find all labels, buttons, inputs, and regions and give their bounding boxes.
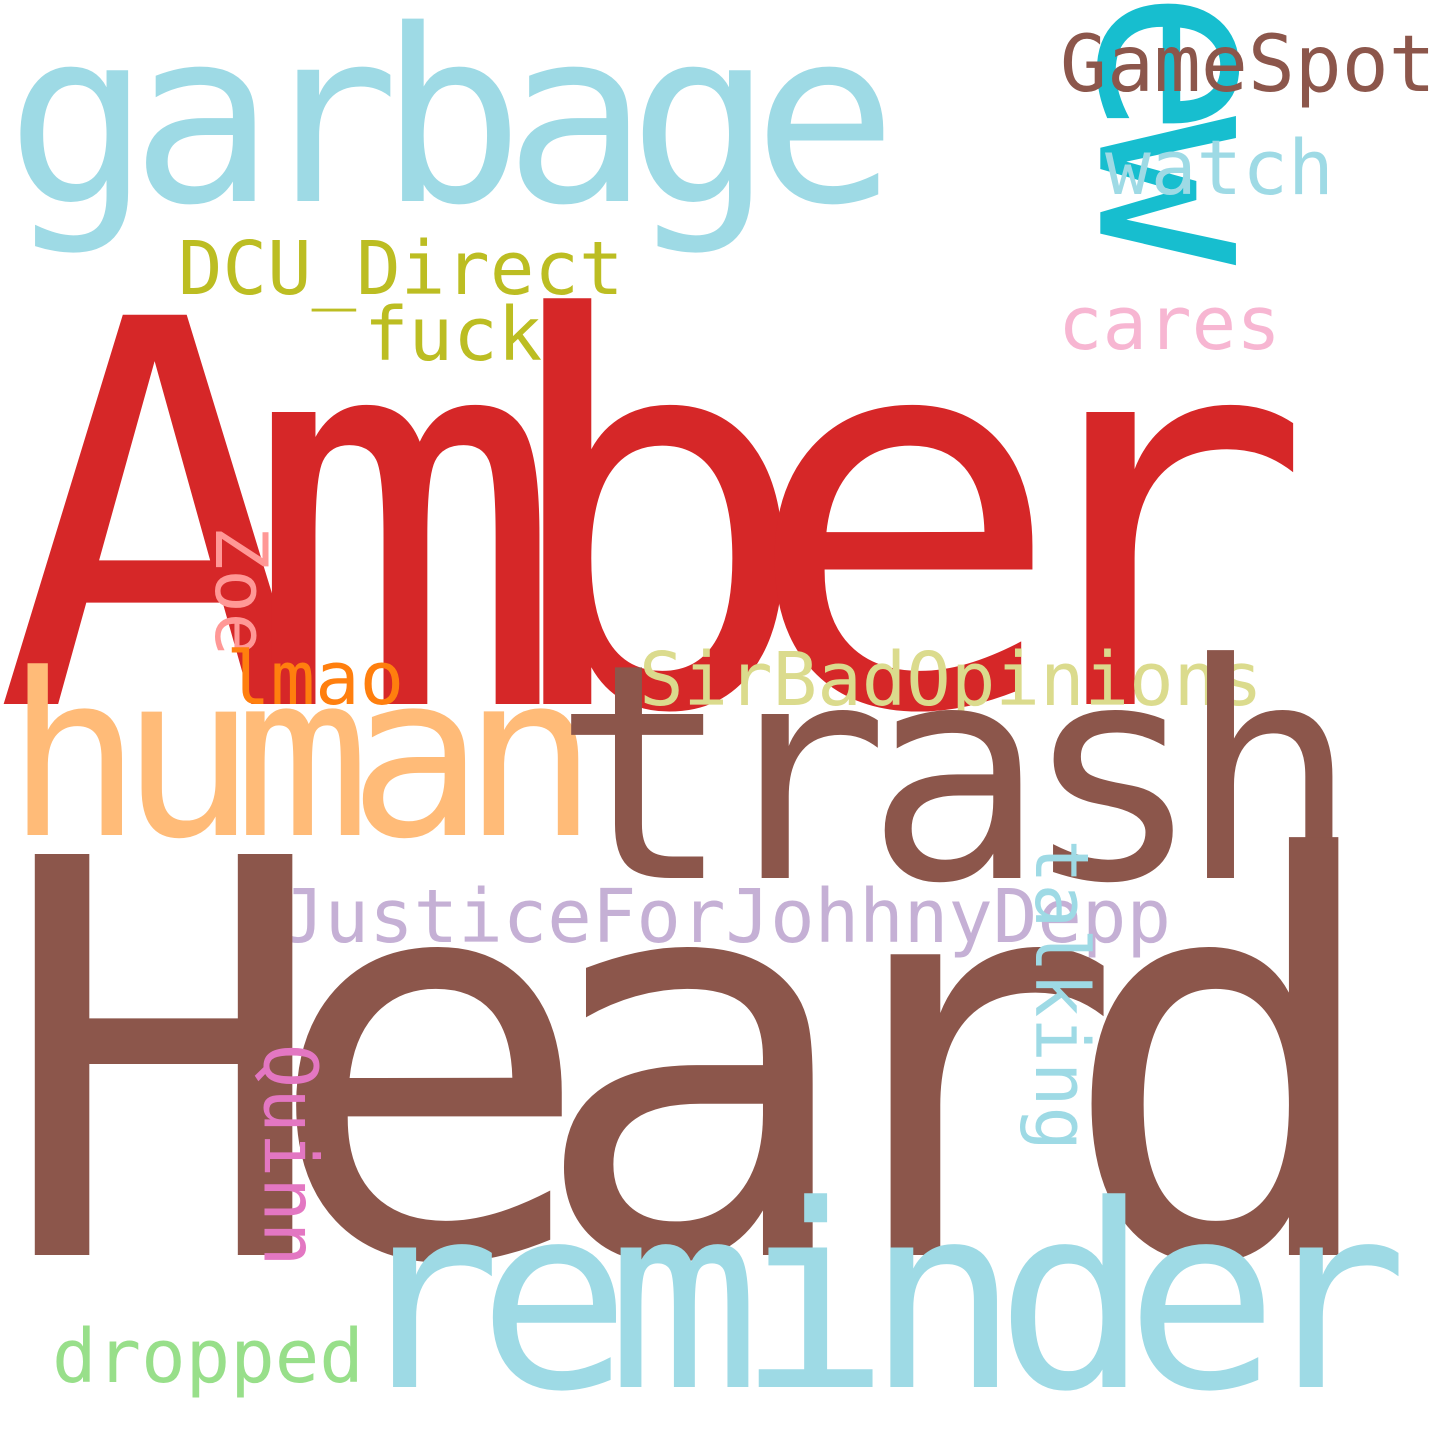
word-heard: Heard <box>0 744 1390 1385</box>
word-reminder: reminder <box>348 1151 1408 1440</box>
word-garbage: garbage <box>6 0 897 258</box>
word-amber: Amber <box>0 208 1314 830</box>
word-dropped: dropped <box>52 1314 364 1400</box>
word-cares: cares <box>1058 281 1281 367</box>
word-lmao: lmao <box>226 636 405 722</box>
word-justiceforjohhnydepp: JusticeForJohhnyDepp <box>280 874 1172 960</box>
word-sirbadopinions: SirBadOpinions <box>639 637 1263 723</box>
word-fuck: fuck <box>364 292 543 378</box>
word-talking: talking <box>1017 839 1104 1151</box>
word-quinn: Quinn <box>246 1043 333 1267</box>
word-gamespot: GameSpot <box>1060 20 1436 110</box>
word-dcu-direct: DCU_Direct <box>178 226 624 312</box>
word-trash: trash <box>552 600 1359 949</box>
word-human: human <box>6 626 598 889</box>
word-watch: watch <box>1105 123 1334 212</box>
